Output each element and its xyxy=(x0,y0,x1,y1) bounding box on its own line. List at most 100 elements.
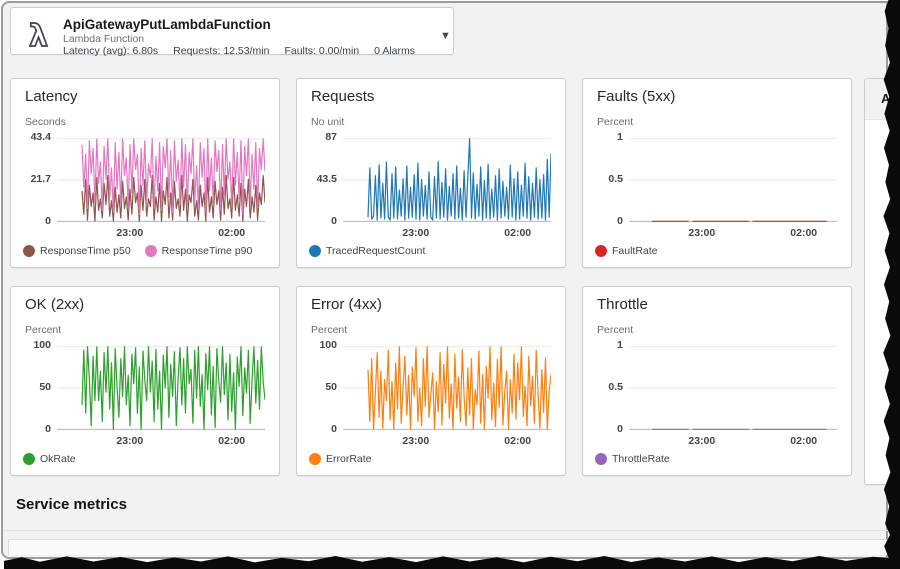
chart-legend: ErrorRate xyxy=(309,453,372,465)
y-tick-label: 43.5 xyxy=(316,173,337,185)
stat-requests: Requests: 12.53/min xyxy=(173,45,270,57)
chart-unit-label: Seconds xyxy=(25,116,66,128)
x-tick-label: 02:00 xyxy=(218,435,246,447)
lambda-icon: λ xyxy=(28,18,49,53)
legend-item[interactable]: ThrottleRate xyxy=(595,453,670,465)
y-tick-label: 0 xyxy=(617,423,623,435)
y-tick-label: 0 xyxy=(331,215,337,227)
metric-chart-card[interactable]: Throttle Percent ThrottleRate 1 0.5 0 23:00… xyxy=(582,286,852,476)
service-metrics-heading: Service metrics xyxy=(16,496,127,513)
y-tick-label: 0 xyxy=(617,215,623,227)
y-tick-label: 21.7 xyxy=(30,173,51,185)
x-tick-label: 02:00 xyxy=(504,435,532,447)
chart-title: Faults (5xx) xyxy=(597,88,676,105)
x-tick-label: 02:00 xyxy=(790,435,818,447)
legend-color-dot xyxy=(144,245,157,257)
x-tick-label: 23:00 xyxy=(116,435,144,447)
legend-item[interactable]: FaultRate xyxy=(595,245,658,257)
service-node-title: ApiGatewayPutLambdaFunction xyxy=(63,17,271,32)
chart-title: Latency xyxy=(25,88,78,105)
y-tick-label: 43.4 xyxy=(30,131,51,143)
y-tick-label: 100 xyxy=(33,339,51,351)
stat-alarms: 0 Alarms xyxy=(374,45,416,57)
y-tick-label: 1 xyxy=(617,131,623,143)
service-metrics-panel-partial xyxy=(8,539,888,555)
legend-color-dot xyxy=(595,245,607,257)
chart-canvas xyxy=(343,138,551,222)
stat-faults: Faults: 0.00/min xyxy=(284,45,360,57)
metric-chart-card[interactable]: Latency Seconds ResponseTime p50 Response… xyxy=(10,78,280,268)
x-tick-label: 23:00 xyxy=(402,227,430,239)
chart-legend: ResponseTime p50 ResponseTime p90 xyxy=(23,245,252,257)
legend-item[interactable]: ResponseTime p90 xyxy=(144,245,253,257)
chart-legend: FaultRate xyxy=(595,245,658,257)
chart-unit-label: Percent xyxy=(25,324,62,336)
chart-plot-area[interactable] xyxy=(57,346,265,430)
chart-canvas xyxy=(57,346,265,430)
legend-color-dot xyxy=(595,453,607,465)
metric-chart-card[interactable]: Requests No unit TracedRequestCount 87 43… xyxy=(296,78,566,268)
chart-plot-area[interactable] xyxy=(343,138,551,222)
legend-item[interactable]: ResponseTime p50 xyxy=(23,245,131,257)
y-tick-label: 0.5 xyxy=(608,381,623,393)
metric-chart-card[interactable]: Faults (5xx) Percent FaultRate 1 0.5 0 23:0… xyxy=(582,78,852,268)
x-tick-label: 23:00 xyxy=(402,435,430,447)
metric-chart-card[interactable]: OK (2xx) Percent OkRate 100 50 0 23:00 02:00 xyxy=(10,286,280,476)
x-tick-label: 02:00 xyxy=(504,227,532,239)
legend-item[interactable]: TracedRequestCount xyxy=(309,245,425,257)
legend-color-dot xyxy=(23,453,35,465)
chart-title: Requests xyxy=(311,88,375,105)
y-tick-label: 50 xyxy=(325,381,337,393)
chart-canvas xyxy=(57,138,265,222)
chart-canvas xyxy=(343,346,551,430)
stat-latency: Latency (avg): 6.80s xyxy=(63,45,159,57)
legend-color-dot xyxy=(23,245,35,257)
chart-legend: TracedRequestCount xyxy=(309,245,425,257)
chart-canvas xyxy=(629,346,837,430)
legend-label: ErrorRate xyxy=(326,453,372,465)
chart-unit-label: No unit xyxy=(311,116,345,128)
chart-legend: ThrottleRate xyxy=(595,453,670,465)
x-tick-label: 23:00 xyxy=(688,435,716,447)
service-node-type: Lambda Function xyxy=(63,33,145,45)
y-tick-label: 0 xyxy=(45,215,51,227)
chart-title: Error (4xx) xyxy=(311,296,382,313)
service-node-stats: Latency (avg): 6.80s Requests: 12.53/min… xyxy=(63,45,415,57)
caret-down-icon[interactable]: ▼ xyxy=(440,30,451,42)
legend-item[interactable]: OkRate xyxy=(23,453,76,465)
y-tick-label: 0.5 xyxy=(608,173,623,185)
y-tick-label: 1 xyxy=(617,339,623,351)
section-divider xyxy=(3,530,888,531)
y-tick-label: 50 xyxy=(39,381,51,393)
y-tick-label: 0 xyxy=(331,423,337,435)
chart-unit-label: Percent xyxy=(597,324,634,336)
x-tick-label: 02:00 xyxy=(790,227,818,239)
right-panel-title: A xyxy=(881,91,891,106)
service-node-header-card[interactable]: λ ApiGatewayPutLambdaFunction Lambda Fun… xyxy=(10,7,454,57)
chart-unit-label: Percent xyxy=(311,324,348,336)
metric-chart-card[interactable]: Error (4xx) Percent ErrorRate 100 50 0 23:0… xyxy=(296,286,566,476)
chart-canvas xyxy=(629,138,837,222)
legend-label: ResponseTime p50 xyxy=(40,245,131,257)
chart-plot-area[interactable] xyxy=(57,138,265,222)
chart-title: Throttle xyxy=(597,296,648,313)
chart-plot-area[interactable] xyxy=(629,346,837,430)
svg-text:λ: λ xyxy=(29,19,48,53)
torn-edge-right xyxy=(883,0,900,569)
legend-label: FaultRate xyxy=(612,245,658,257)
legend-label: ResponseTime p90 xyxy=(161,245,253,257)
legend-label: TracedRequestCount xyxy=(326,245,426,257)
chart-plot-area[interactable] xyxy=(629,138,837,222)
legend-color-dot xyxy=(309,453,321,465)
legend-label: OkRate xyxy=(40,453,76,465)
chart-plot-area[interactable] xyxy=(343,346,551,430)
legend-label: ThrottleRate xyxy=(612,453,670,465)
chart-legend: OkRate xyxy=(23,453,76,465)
y-tick-label: 100 xyxy=(319,339,337,351)
legend-item[interactable]: ErrorRate xyxy=(309,453,372,465)
x-tick-label: 02:00 xyxy=(218,227,246,239)
x-tick-label: 23:00 xyxy=(688,227,716,239)
chart-title: OK (2xx) xyxy=(25,296,85,313)
y-tick-label: 87 xyxy=(325,131,337,143)
